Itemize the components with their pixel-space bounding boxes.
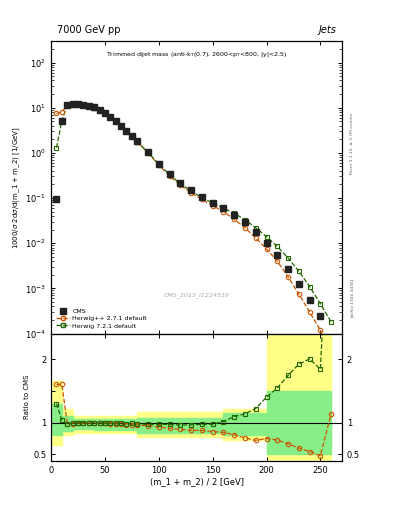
Legend: CMS, Herwig++ 2.7.1 default, Herwig 7.2.1 default: CMS, Herwig++ 2.7.1 default, Herwig 7.2.… <box>54 307 149 330</box>
Text: Jets: Jets <box>318 25 336 35</box>
Y-axis label: 1000/$\sigma$ 2d$\sigma$/d(m_1 + m_2) [1/GeV]: 1000/$\sigma$ 2d$\sigma$/d(m_1 + m_2) [1… <box>12 126 22 249</box>
Text: 7000 GeV pp: 7000 GeV pp <box>57 25 120 35</box>
Y-axis label: Ratio to CMS: Ratio to CMS <box>24 375 30 419</box>
Text: [arXiv:1306.3436]: [arXiv:1306.3436] <box>350 278 354 316</box>
Text: CMS_2013_I1224539: CMS_2013_I1224539 <box>163 293 230 298</box>
X-axis label: (m_1 + m_2) / 2 [GeV]: (m_1 + m_2) / 2 [GeV] <box>149 477 244 486</box>
Text: Trimmed dijet mass (anti-k$_{\rm T}$(0.7), 2600<p$_{\rm T}$<800, |y|<2.5): Trimmed dijet mass (anti-k$_{\rm T}$(0.7… <box>106 50 287 59</box>
Text: Rivet 3.1.10, ≥ 3.7M events: Rivet 3.1.10, ≥ 3.7M events <box>350 113 354 174</box>
